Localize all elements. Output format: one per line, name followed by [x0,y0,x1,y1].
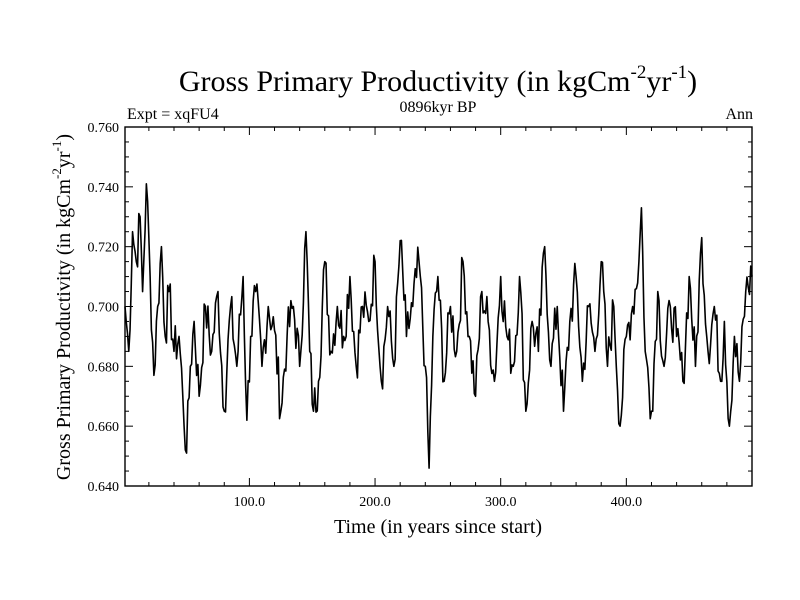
y-tick-label: 0.760 [88,121,120,136]
x-axis-ticks: 100.0 200.0 300.0 400.0 [148,127,728,510]
y-tick-label: 0.700 [88,301,120,316]
x-tick-label: 300.0 [485,495,517,510]
series-group [124,183,753,469]
y-axis-label: Gross Primary Productivity (in kgCm-2yr-… [49,134,75,480]
chart-title: Gross Primary Productivity (in kgCm-2yr-… [179,62,697,98]
subtitle-left: Expt = xqFU4 [127,106,219,123]
subtitle-center: 0896kyr BP [400,99,477,116]
y-tick-label: 0.680 [88,360,120,375]
y-tick-label: 0.720 [88,241,120,256]
y-tick-label: 0.640 [88,480,120,495]
series-line [124,183,753,469]
x-axis-label: Time (in years since start) [334,516,542,538]
x-tick-label: 100.0 [234,495,266,510]
x-tick-label: 200.0 [359,495,391,510]
y-tick-label: 0.740 [88,181,120,196]
y-tick-label: 0.660 [88,420,120,435]
x-tick-label: 400.0 [611,495,643,510]
subtitle-right: Ann [725,106,753,123]
y-axis-ticks: 0.640 0.660 0.680 0.700 0.720 0.740 0.760 [88,121,752,495]
